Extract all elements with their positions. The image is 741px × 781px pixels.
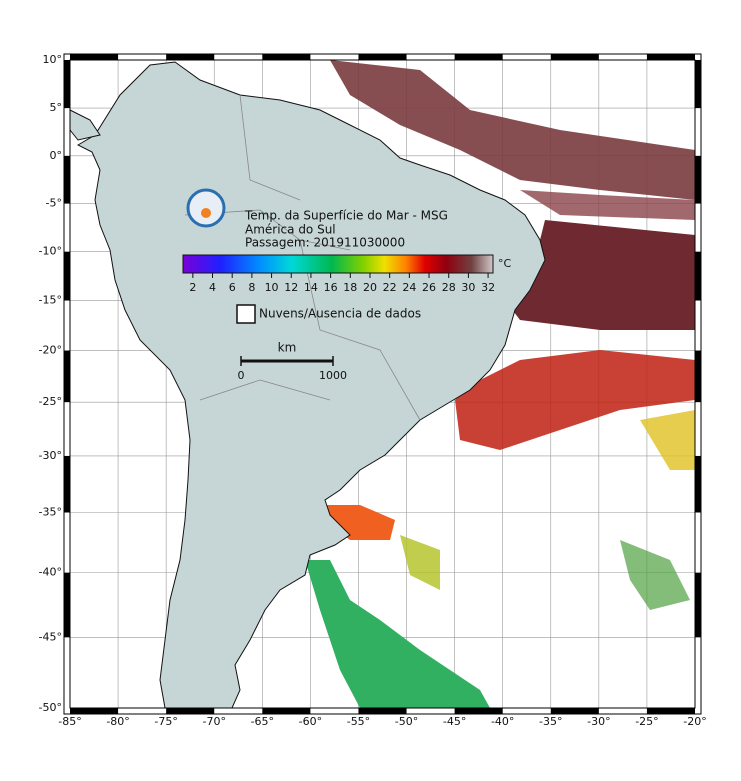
- scale-tick-label: 1000: [319, 369, 347, 382]
- frame-segment: [262, 708, 311, 714]
- colorbar-tick-label: 32: [481, 281, 495, 294]
- x-tick-label: -55°: [347, 715, 370, 728]
- frame-segment: [695, 350, 701, 403]
- y-tick-label: -40°: [39, 566, 62, 579]
- title-line: Passagem: 201911030000: [245, 236, 405, 250]
- frame-segment: [695, 455, 701, 513]
- sst-field: [305, 60, 695, 708]
- colorbar-tick-label: 4: [209, 281, 216, 294]
- frame-segment: [550, 54, 599, 60]
- frame-segment: [695, 251, 701, 301]
- frame: [63, 53, 702, 715]
- x-tick-label: -75°: [154, 715, 177, 728]
- colorbar: [182, 254, 494, 274]
- colorbar-tick-label: 24: [402, 281, 416, 294]
- sst-warm-north: [330, 60, 695, 200]
- frame-segment: [64, 251, 70, 301]
- title-line: Temp. da Superfície do Mar - MSG: [244, 209, 448, 223]
- y-tick-label: -15°: [39, 294, 62, 307]
- scale-tick-label: 0: [238, 369, 245, 382]
- x-tick-label: -40°: [491, 715, 514, 728]
- y-tick-label: -20°: [39, 344, 62, 357]
- colorbar-tick-label: 8: [248, 281, 255, 294]
- frame-segment: [358, 708, 407, 714]
- scale-unit: km: [278, 341, 297, 355]
- x-tick-label: -25°: [635, 715, 658, 728]
- frame-segment: [64, 155, 70, 204]
- logo-dot: [201, 208, 211, 218]
- x-tick-label: -85°: [58, 715, 81, 728]
- frame-segment: [454, 708, 503, 714]
- frame-segment: [695, 155, 701, 204]
- sst-subtropical: [455, 350, 695, 450]
- frame-segment: [358, 54, 407, 60]
- colorbar-tick-label: 22: [383, 281, 397, 294]
- scale-bar: 0 1000: [238, 356, 347, 382]
- sst-green-east: [620, 540, 690, 610]
- colorbar-ticks: 2 4 6 8 10 12 14 16 18 20 22 24 26 28 30 32: [189, 273, 495, 294]
- y-tick-label: 0°: [50, 149, 63, 162]
- frame-segment: [166, 708, 215, 714]
- x-tick-label: -70°: [202, 715, 225, 728]
- y-tick-label: -10°: [39, 245, 62, 258]
- y-tick-label: -5°: [46, 197, 62, 210]
- frame-segment: [454, 54, 503, 60]
- y-tick-label: -50°: [39, 701, 62, 714]
- x-tick-label: -35°: [539, 715, 562, 728]
- frame-segment: [64, 350, 70, 403]
- colorbar-tick-label: 18: [343, 281, 357, 294]
- colorbar-tick-label: 30: [461, 281, 475, 294]
- plot-border: [69, 59, 696, 709]
- y-tick-label: 10°: [43, 53, 63, 66]
- central-america-land: [69, 109, 101, 141]
- x-tick-label: -80°: [106, 715, 129, 728]
- x-tick-label: -65°: [251, 715, 274, 728]
- frame-segment: [695, 572, 701, 638]
- colorbar-tick-label: 12: [284, 281, 298, 294]
- colorbar-unit: °C: [498, 257, 512, 270]
- colorbar-tick-label: 2: [189, 281, 196, 294]
- y-tick-label: -45°: [39, 630, 62, 643]
- y-tick-label: 5°: [50, 101, 63, 114]
- colorbar-tick-label: 14: [304, 281, 318, 294]
- south-america-land: [76, 61, 546, 709]
- colorbar-tick-label: 16: [324, 281, 338, 294]
- frame-segment: [70, 708, 119, 714]
- x-tick-label: -50°: [395, 715, 418, 728]
- sst-green-shelf: [305, 560, 490, 708]
- colorbar-tick-label: 26: [422, 281, 436, 294]
- y-tick-label: -30°: [39, 449, 62, 462]
- sst-yellow-south: [400, 535, 440, 590]
- colorbar-tick-label: 20: [363, 281, 377, 294]
- colorbar-tick-label: 10: [265, 281, 279, 294]
- frame-segment: [695, 60, 701, 109]
- frame-segment: [646, 54, 695, 60]
- x-tick-label: -60°: [299, 715, 322, 728]
- colorbar-tick-label: 6: [229, 281, 236, 294]
- sst-yellow-east: [640, 410, 695, 470]
- frame-segment: [70, 54, 119, 60]
- frame-segment: [550, 708, 599, 714]
- x-tick-label: -30°: [587, 715, 610, 728]
- country-borders: [184, 94, 421, 421]
- legend-swatch: [236, 304, 256, 324]
- y-tick-label: -25°: [39, 395, 62, 408]
- frame-segment: [262, 54, 311, 60]
- legend-label: Nuvens/Ausencia de dados: [259, 307, 421, 321]
- x-tick-label: -45°: [443, 715, 466, 728]
- colorbar-tick-label: 28: [442, 281, 456, 294]
- sst-warm-east: [505, 220, 695, 330]
- frame-border: [63, 53, 702, 715]
- frame-segment: [646, 708, 695, 714]
- title-line: América do Sul: [245, 223, 336, 237]
- x-tick-label: -20°: [683, 715, 706, 728]
- frame-segment: [64, 455, 70, 513]
- frame-segment: [166, 54, 215, 60]
- frame-segment: [64, 572, 70, 638]
- frame-segment: [64, 60, 70, 109]
- sst-warm-band: [520, 190, 695, 220]
- y-tick-label: -35°: [39, 505, 62, 518]
